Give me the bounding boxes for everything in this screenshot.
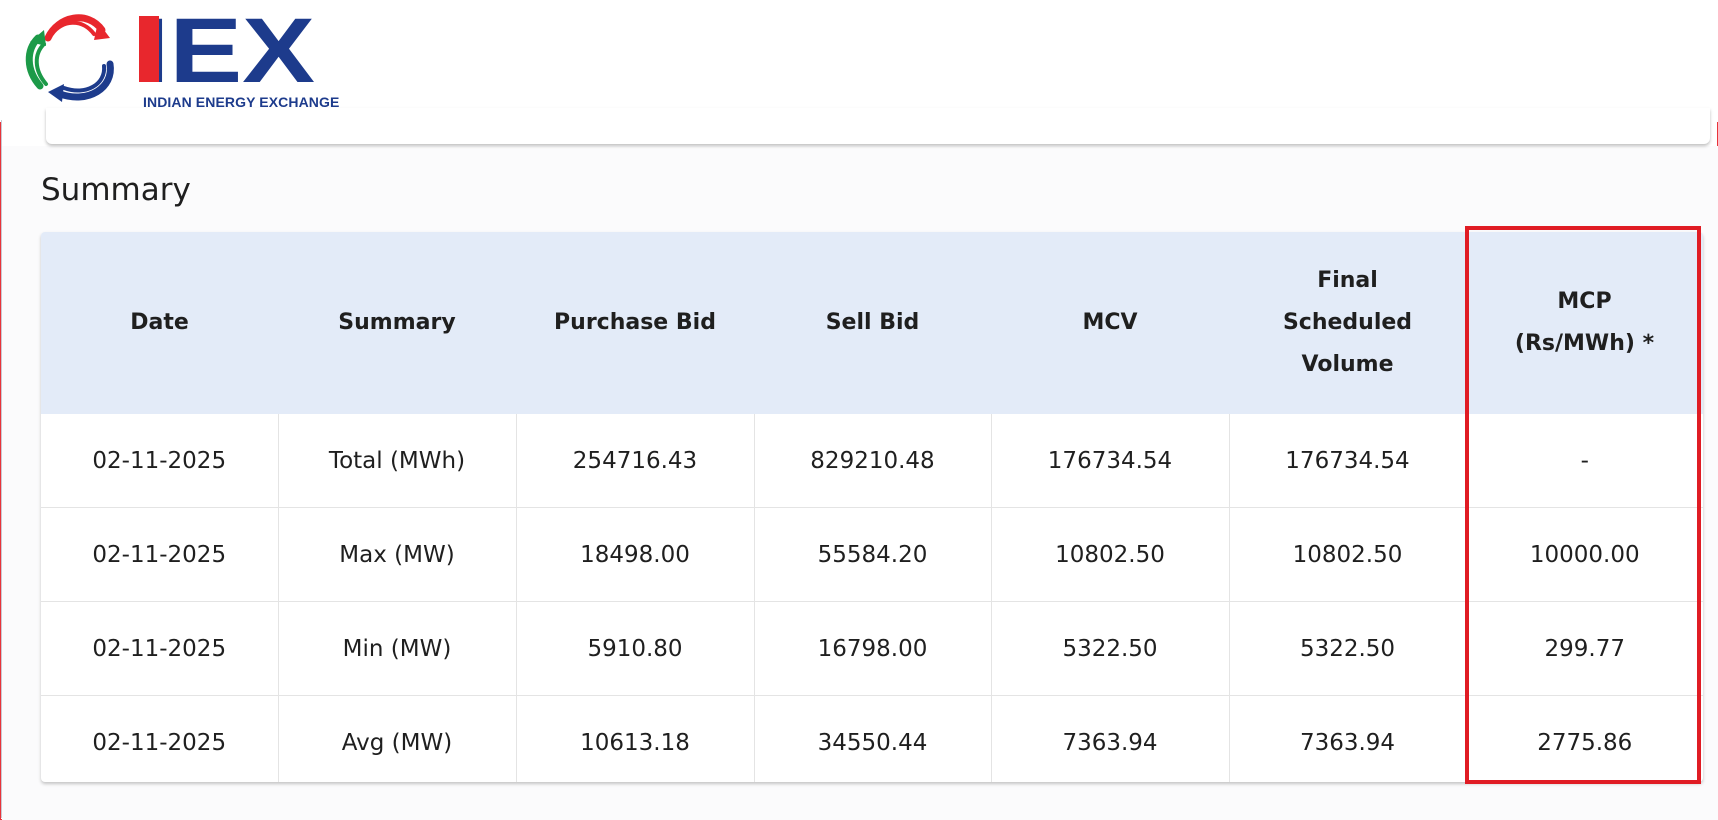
iex-logo[interactable]: IEX INDIAN ENERGY EXCHANGE — [18, 8, 339, 110]
logo-caption: INDIAN ENERGY EXCHANGE — [143, 94, 340, 110]
header-line: Scheduled — [1282, 310, 1413, 335]
cell-purchase-bid: 10613.18 — [516, 695, 755, 782]
cell-sell-bid: 829210.48 — [754, 414, 992, 508]
table-row: 02-11-2025 Max (MW) 18498.00 55584.20 10… — [41, 507, 1703, 602]
svg-text:IEX: IEX — [139, 14, 315, 94]
cell-purchase-bid: 5910.80 — [516, 601, 755, 696]
page-left-edge — [1, 120, 2, 818]
cell-purchase-bid: 18498.00 — [516, 507, 755, 602]
cell-date: 02-11-2025 — [41, 507, 279, 602]
cell-mcv: 10802.50 — [991, 507, 1230, 602]
cell-sell-bid: 34550.44 — [754, 695, 992, 782]
cell-fsv: 7363.94 — [1229, 695, 1467, 782]
table-header-row: Date Summary Purchase Bid Sell Bid MCV F… — [41, 232, 1703, 414]
table-row: 02-11-2025 Min (MW) 5910.80 16798.00 532… — [41, 601, 1703, 696]
summary-table-container: Date Summary Purchase Bid Sell Bid MCV F… — [41, 232, 1703, 782]
cell-sell-bid: 16798.00 — [754, 601, 992, 696]
iex-wordmark: IEX — [139, 14, 315, 94]
cell-summary: Total (MWh) — [278, 414, 517, 508]
cell-summary: Min (MW) — [278, 601, 517, 696]
table-row: 02-11-2025 Avg (MW) 10613.18 34550.44 73… — [41, 695, 1703, 782]
header-line: Volume — [1301, 352, 1394, 377]
column-header-sell-bid[interactable]: Sell Bid — [754, 232, 991, 414]
section-title: Summary — [41, 172, 191, 208]
cell-summary: Avg (MW) — [278, 695, 517, 782]
column-header-final-scheduled-volume[interactable]: Final Scheduled Volume — [1229, 232, 1466, 414]
column-header-mcv[interactable]: MCV — [991, 232, 1229, 414]
cell-fsv: 10802.50 — [1229, 507, 1467, 602]
column-header-purchase-bid[interactable]: Purchase Bid — [516, 232, 754, 414]
site-header: IEX INDIAN ENERGY EXCHANGE — [0, 0, 1718, 122]
column-header-summary[interactable]: Summary — [278, 232, 516, 414]
cell-summary: Max (MW) — [278, 507, 517, 602]
filter-card-bottom — [46, 108, 1710, 144]
column-header-mcp[interactable]: MCP (Rs/MWh) * — [1466, 232, 1703, 414]
table-row: 02-11-2025 Total (MWh) 254716.43 829210.… — [41, 414, 1703, 508]
cell-mcp: 299.77 — [1466, 601, 1703, 696]
cell-mcp: - — [1466, 414, 1703, 508]
cell-date: 02-11-2025 — [41, 695, 279, 782]
cell-mcp: 10000.00 — [1466, 507, 1703, 602]
cell-mcv: 176734.54 — [991, 414, 1230, 508]
header-line: Final — [1317, 268, 1378, 293]
cell-sell-bid: 55584.20 — [754, 507, 992, 602]
iex-swirl-icon — [25, 14, 114, 102]
cell-mcv: 5322.50 — [991, 601, 1230, 696]
header-line: (Rs/MWh) * — [1514, 331, 1655, 356]
cell-mcp: 2775.86 — [1537, 729, 1633, 756]
cell-purchase-bid: 254716.43 — [516, 414, 755, 508]
summary-table: Date Summary Purchase Bid Sell Bid MCV F… — [41, 232, 1703, 782]
cell-mcv: 7363.94 — [991, 695, 1230, 782]
cell-date: 02-11-2025 — [41, 414, 279, 508]
cell-fsv: 176734.54 — [1229, 414, 1467, 508]
header-line: MCP — [1557, 289, 1612, 314]
cell-fsv: 5322.50 — [1229, 601, 1467, 696]
cell-date: 02-11-2025 — [41, 601, 279, 696]
column-header-date[interactable]: Date — [41, 232, 278, 414]
